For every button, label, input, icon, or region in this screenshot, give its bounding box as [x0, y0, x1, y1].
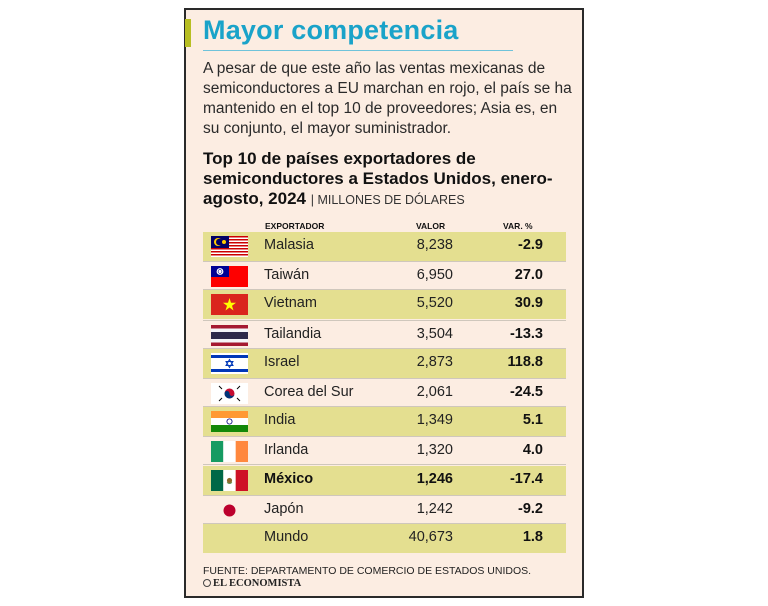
chart-unit-separator: |: [310, 193, 318, 207]
malaysia-flag-icon: [211, 236, 248, 257]
israel-flag-icon: [211, 352, 248, 374]
export-value: 1,349: [416, 412, 453, 429]
table-row: Corea del Sur 2,061 -24.5: [203, 378, 566, 407]
page-title: Mayor competencia: [203, 15, 459, 45]
column-header-value: VALOR: [416, 221, 446, 231]
variation-percent: 5.1: [522, 412, 543, 429]
country-name: India: [264, 412, 296, 429]
variation-percent: -17.4: [509, 470, 543, 487]
table-row: Tailandia 3,504 -13.3: [203, 319, 566, 349]
table-row: Taiwán 6,950 27.0: [203, 261, 566, 291]
brand-name: EL ECONOMISTA: [213, 578, 302, 589]
table-row: Malasia 8,238 -2.9: [203, 232, 566, 261]
column-header-exporter: EXPORTADOR: [265, 221, 325, 231]
chart-title-block: Top 10 de países exportadores de semicon…: [203, 149, 583, 210]
table-row: India 1,349 5.1: [203, 407, 566, 437]
variation-percent: 4.0: [522, 442, 543, 459]
variation-percent: 27.0: [514, 267, 543, 284]
variation-percent: -24.5: [509, 384, 543, 400]
variation-percent: -13.3: [509, 325, 543, 342]
brand-mark-icon: [203, 579, 211, 587]
column-header-variation: VAR. %: [503, 221, 533, 231]
thailand-flag-icon: [211, 324, 248, 346]
intro-text: A pesar de que este año las ventas mexic…: [203, 60, 572, 137]
variation-percent: 1.8: [522, 529, 543, 545]
vietnam-flag-icon: [211, 294, 248, 316]
country-name: Tailandia: [264, 325, 322, 342]
table-row: México 1,246 -17.4: [203, 465, 566, 495]
table-row: Israel 2,873 118.8: [203, 348, 566, 378]
export-value: 2,873: [416, 353, 453, 370]
table-row: Vietnam 5,520 30.9: [203, 290, 566, 320]
export-value: 1,320: [416, 442, 453, 459]
variation-percent: -2.9: [518, 237, 543, 253]
table-row: Irlanda 1,320 4.0: [203, 436, 566, 466]
country-name: Vietnam: [264, 295, 317, 312]
country-name: México: [264, 470, 314, 487]
export-value: 3,504: [416, 325, 453, 342]
country-name: Malasia: [264, 237, 314, 253]
brand-logo: EL ECONOMISTA: [203, 578, 301, 589]
country-name: Mundo: [264, 529, 309, 545]
country-name: Corea del Sur: [264, 384, 354, 400]
country-name: Taiwán: [264, 267, 310, 284]
country-name: Israel: [264, 353, 300, 370]
mexico-flag-icon: [211, 469, 248, 491]
country-name: Irlanda: [264, 442, 309, 459]
variation-percent: 118.8: [507, 353, 544, 370]
export-value: 40,673: [408, 529, 453, 545]
japan-flag-icon: [211, 499, 248, 521]
chart-unit: MILLONES DE DÓLARES: [317, 193, 465, 207]
table-row: Mundo 40,673 1.8: [203, 524, 566, 553]
variation-percent: 30.9: [514, 295, 543, 312]
south-korea-flag-icon: [211, 383, 248, 404]
taiwan-flag-icon: [211, 266, 248, 288]
title-accent-bar: [185, 19, 191, 47]
country-name: Japón: [264, 500, 304, 517]
export-value: 6,950: [416, 267, 453, 284]
chart-title: Top 10 de países exportadores de semicon…: [203, 149, 553, 208]
title-divider: [203, 50, 513, 51]
export-value: 2,061: [416, 384, 453, 400]
export-value: 8,238: [416, 237, 453, 253]
source-note: FUENTE: DEPARTAMENTO DE COMERCIO DE ESTA…: [203, 565, 532, 577]
variation-percent: -9.2: [518, 500, 543, 517]
infographic-card: Mayor competencia A pesar de que este añ…: [184, 8, 584, 598]
table-row: Japón 1,242 -9.2: [203, 494, 566, 524]
export-value: 1,246: [416, 470, 453, 487]
ireland-flag-icon: [211, 441, 248, 463]
export-value: 5,520: [416, 295, 453, 312]
india-flag-icon: [211, 411, 248, 433]
export-value: 1,242: [416, 500, 453, 517]
